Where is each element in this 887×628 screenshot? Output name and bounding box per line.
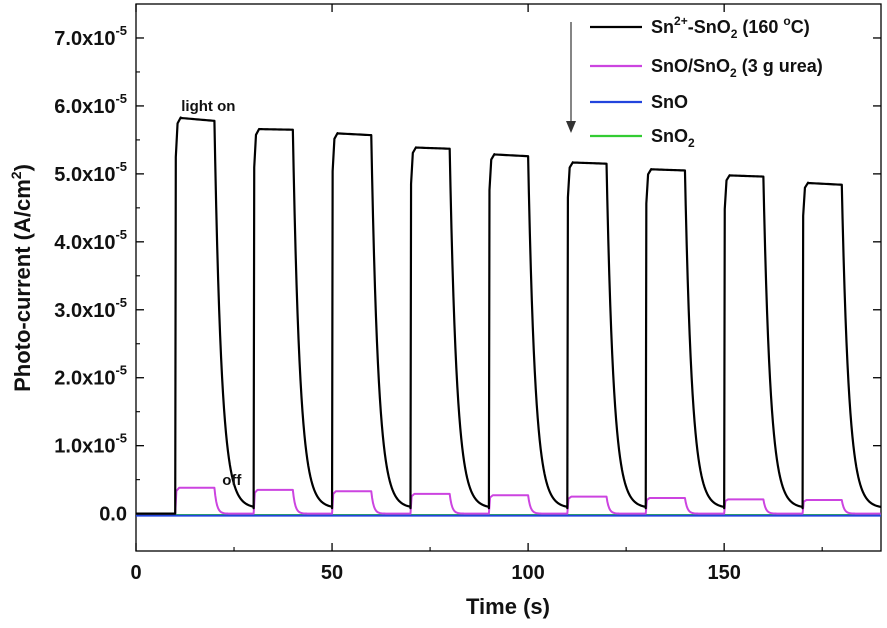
y-tick-label-mantissa: 6.0x10 (54, 96, 115, 118)
y-tick-label: 5.0x10-5 (54, 159, 127, 186)
legend-sn2-d: C) (791, 17, 810, 37)
legend-sn2-c-sup: o (783, 14, 790, 28)
y-axis-title-close: ) (10, 164, 35, 171)
legend-sn2-c: (160 (737, 17, 783, 37)
y-tick-label: 0.0 (99, 504, 127, 526)
y-tick-label-mantissa: 1.0x10 (54, 436, 115, 458)
y-tick-label-mantissa: 5.0x10 (54, 164, 115, 186)
y-tick-label-mantissa: 4.0x10 (54, 232, 115, 254)
x-tick-label: 50 (321, 562, 343, 584)
y-axis-title: Photo-current (A/cm2) (8, 164, 35, 392)
y-tick-label-exponent: -5 (115, 363, 127, 378)
y-axis-title-sup: 2 (8, 171, 24, 179)
legend-arrow-head (566, 121, 576, 133)
series-line-sn2-sno2 (136, 116, 882, 515)
y-tick-label-exponent: -5 (115, 91, 127, 106)
annotation-light-on: light on (181, 98, 235, 115)
y-tick-label: 1.0x10-5 (54, 431, 127, 458)
y-tick-label-mantissa: 3.0x10 (54, 300, 115, 322)
y-axis-title-main: Photo-current (A/cm (10, 179, 35, 392)
legend-sn2-a: Sn (651, 17, 674, 37)
x-axis-ticks: 0 50 100 150 (130, 4, 823, 584)
y-tick-label: 6.0x10-5 (54, 91, 127, 118)
legend-sn2-b: -SnO (688, 17, 731, 37)
series-line-sno-sno2 (136, 486, 881, 515)
y-tick-label-exponent: -5 (115, 227, 127, 242)
series-layer (136, 116, 882, 517)
legend-snosno2-a-sub: 2 (730, 66, 737, 80)
legend-snosno2-a: SnO/SnO (651, 56, 730, 76)
legend-label-sn2-sno2: Sn2+-SnO2 (160 oC) (651, 14, 810, 41)
legend-sno2-a: SnO (651, 126, 688, 146)
y-tick-label: 7.0x10-5 (54, 23, 127, 50)
y-tick-label-exponent: -5 (115, 23, 127, 38)
x-tick-label: 100 (511, 562, 544, 584)
y-tick-label-exponent: -5 (115, 159, 127, 174)
x-tick-label: 0 (130, 562, 141, 584)
y-tick-label: 4.0x10-5 (54, 227, 127, 254)
legend: Sn2+-SnO2 (160 oC) SnO/SnO2 (3 g urea) S… (566, 14, 823, 150)
y-tick-label-mantissa: 2.0x10 (54, 368, 115, 390)
legend-sno-a: SnO (651, 92, 688, 112)
y-tick-label-exponent: -5 (115, 431, 127, 446)
legend-label-sno-sno2: SnO/SnO2 (3 g urea) (651, 56, 823, 80)
legend-sno2-a-sub: 2 (688, 136, 695, 150)
legend-sn2-b-sub: 2 (731, 27, 738, 41)
y-tick-label: 2.0x10-5 (54, 363, 127, 390)
annotation-off: off (222, 472, 242, 489)
legend-sn2-a-sup: 2+ (674, 14, 688, 28)
y-axis-ticks: 0.01.0x10-52.0x10-53.0x10-54.0x10-55.0x1… (54, 23, 881, 526)
legend-label-sno2: SnO2 (651, 126, 695, 150)
x-axis-title: Time (s) (466, 594, 550, 619)
y-tick-label-mantissa: 7.0x10 (54, 28, 115, 50)
legend-label-sno: SnO (651, 92, 688, 112)
legend-snosno2-b: (3 g urea) (737, 56, 823, 76)
annotations: light on off (181, 98, 242, 489)
y-tick-label: 3.0x10-5 (54, 295, 127, 322)
plot-frame (135, 3, 882, 552)
x-tick-label: 150 (707, 562, 740, 584)
y-tick-label-exponent: -5 (115, 295, 127, 310)
